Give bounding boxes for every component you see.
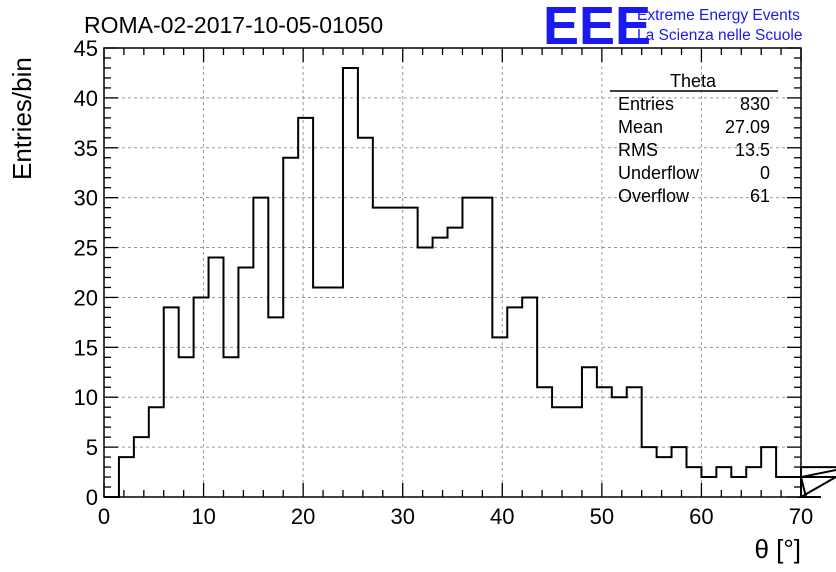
y-axis-title: Entries/bin (7, 57, 37, 180)
histogram-bin (701, 477, 716, 497)
plot-frame (103, 47, 802, 498)
histogram-bin (597, 387, 612, 497)
histogram-bin (462, 198, 477, 497)
histogram-bin (179, 357, 194, 497)
stats-rows: Entries 830 Mean 27.09 RMS 13.5 Underflow 0 Over… (618, 94, 770, 206)
histogram-bin (582, 367, 597, 497)
histogram-bin (164, 307, 179, 497)
stats-row-label: Overflow (618, 186, 690, 206)
stats-row-value: 830 (740, 94, 770, 114)
histogram-bin (672, 447, 687, 497)
histogram-bin (209, 258, 224, 497)
histogram-bin (522, 297, 537, 497)
stats-row-label: Underflow (618, 163, 700, 183)
histogram-bin (477, 198, 492, 497)
eee-logo: EEE Extreme Energy Events La Scienza nel… (543, 0, 802, 56)
histogram-bin (238, 268, 253, 497)
stats-row-value: 27.09 (725, 117, 770, 137)
histogram-bin (761, 447, 776, 497)
stats-row-value: 61 (750, 186, 770, 206)
histogram-bin (537, 387, 552, 497)
x-tick-label: 20 (291, 504, 315, 529)
histogram-bin (298, 118, 313, 497)
histogram-bin (373, 208, 388, 497)
histogram-bin (343, 68, 358, 497)
x-tick-label: 40 (490, 504, 514, 529)
eee-logo-line2: La Scienza nelle Scuole (637, 27, 802, 44)
histogram-bin (642, 447, 657, 497)
y-tick-label: 40 (74, 86, 98, 111)
y-tick-label: 25 (74, 236, 98, 261)
y-tick-label: 5 (86, 435, 98, 460)
histogram-bin (552, 407, 567, 497)
axis-ticks (103, 47, 802, 498)
y-tick-label: 0 (86, 485, 98, 510)
histogram-bin (313, 287, 328, 497)
y-tick-label: 15 (74, 335, 98, 360)
stats-box: Theta Entries 830 Mean 27.09 RMS 13.5 Underflo… (610, 71, 778, 206)
histogram-bin (223, 357, 238, 497)
x-tick-label: 60 (689, 504, 713, 529)
stats-row-label: RMS (618, 140, 658, 160)
y-tick-labels: 0 5 10 15 20 25 30 35 40 45 (74, 36, 98, 510)
x-tick-labels: 0 10 20 30 40 50 60 70 (98, 504, 813, 529)
histogram-bin (328, 287, 343, 497)
histogram-bin (746, 467, 761, 497)
histogram-bin (716, 467, 731, 497)
y-tick-label: 35 (74, 136, 98, 161)
x-tick-label: 0 (98, 504, 110, 529)
eee-logo-line1: Extreme Energy Events (637, 7, 800, 24)
histogram-bin (507, 307, 522, 497)
stats-row-label: Mean (618, 117, 663, 137)
histogram-bin (119, 457, 134, 497)
histogram-bin (253, 198, 268, 497)
histogram-bin (403, 208, 418, 497)
y-tick-label: 20 (74, 285, 98, 310)
histogram-bin (567, 407, 582, 497)
histogram-bin (268, 317, 283, 497)
chart-title: ROMA-02-2017-10-05-01050 (84, 12, 383, 38)
x-axis-title: θ [°] (754, 534, 801, 564)
histogram-bin (134, 437, 149, 497)
histogram-bin (448, 228, 463, 497)
histogram-bin (657, 457, 672, 497)
histogram-bin (149, 407, 164, 497)
stats-row-value: 0 (760, 163, 770, 183)
histogram-bin (612, 397, 627, 497)
histogram-bin (731, 477, 746, 497)
x-tick-label: 70 (789, 504, 813, 529)
histogram-bin (194, 297, 209, 497)
stats-row-label: Entries (618, 94, 674, 114)
histogram-bin (433, 238, 448, 497)
stats-row-value: 13.5 (735, 140, 770, 160)
histogram-bin (418, 248, 433, 497)
grid-lines (104, 48, 801, 497)
x-tick-label: 50 (590, 504, 614, 529)
y-tick-label: 45 (74, 36, 98, 61)
y-tick-label: 30 (74, 186, 98, 211)
histogram-bin (627, 387, 642, 497)
histogram-bin (776, 477, 791, 497)
histogram-bin (492, 337, 507, 497)
histogram-bin (283, 158, 298, 497)
stats-box-name: Theta (670, 71, 717, 91)
histogram-bin (388, 208, 403, 497)
histogram-bin (686, 467, 701, 497)
y-tick-label: 10 (74, 385, 98, 410)
x-tick-label: 10 (191, 504, 215, 529)
eee-logo-mark: EEE (543, 0, 651, 56)
x-tick-label: 30 (390, 504, 414, 529)
histogram-outline (104, 66, 836, 498)
histogram-bin (358, 138, 373, 497)
